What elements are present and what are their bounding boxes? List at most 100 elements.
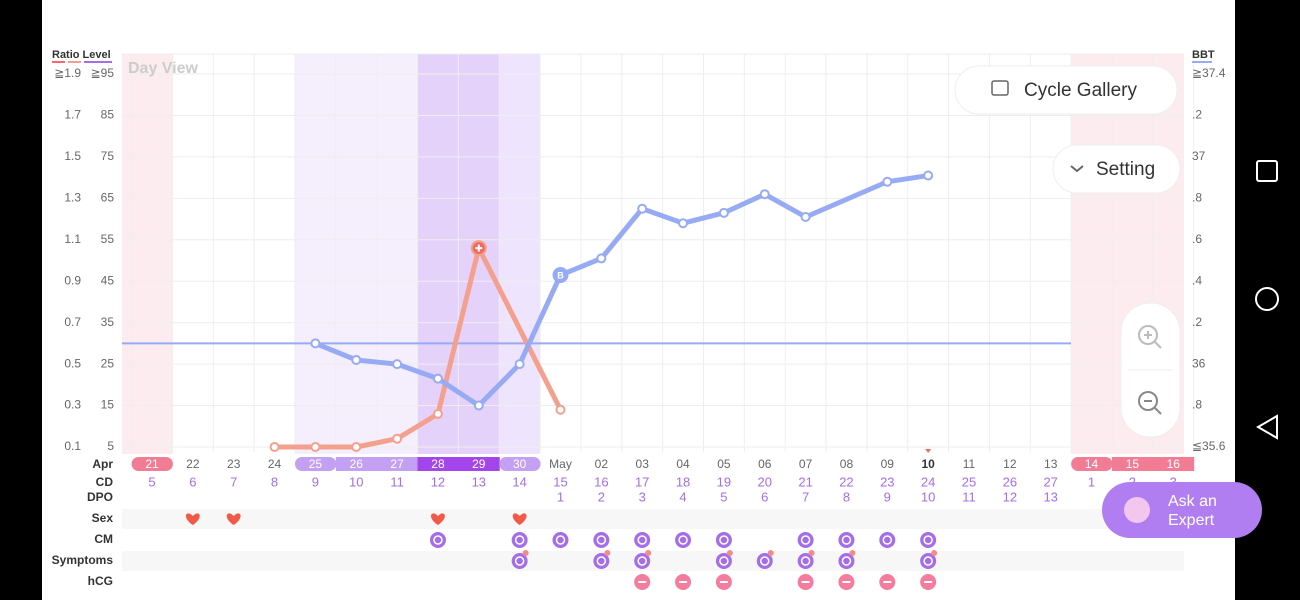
- zoom-in[interactable]: [1138, 325, 1162, 349]
- cm-icon: [920, 532, 937, 548]
- symptom-icon: [838, 553, 855, 569]
- chat-icon: [1124, 497, 1150, 523]
- date-label: 16: [1167, 457, 1181, 471]
- row-value: 2: [598, 489, 605, 504]
- symptom-dot: [604, 550, 611, 556]
- home-button[interactable]: [1255, 287, 1279, 311]
- cm-icon: [634, 532, 651, 548]
- symptom-icon: [920, 553, 937, 569]
- gallery-icon: [991, 80, 1009, 96]
- ratio-tick-label: ≧1.9: [54, 66, 81, 80]
- row-value: 21: [798, 474, 812, 489]
- zoom-out[interactable]: [1138, 391, 1162, 415]
- date-label: 26: [350, 457, 364, 471]
- y2-tick-label: .6: [1192, 232, 1202, 246]
- date-label: 27: [390, 457, 404, 471]
- heart-icon: [512, 513, 527, 525]
- y2-tick-label: .4: [1192, 273, 1202, 287]
- month-label: Apr: [92, 457, 113, 471]
- series-point: [923, 170, 934, 181]
- recents-button[interactable]: [1256, 160, 1278, 182]
- symptom-dot: [645, 550, 652, 556]
- symptom-icon: [756, 553, 773, 569]
- record-label: CM: [94, 532, 113, 546]
- symptom-icon: [797, 553, 814, 569]
- date-pill: [1071, 457, 1113, 471]
- cm-icon: [675, 532, 692, 548]
- y2-tick-label: ≧37.4: [1192, 66, 1226, 80]
- symptom-dot: [767, 550, 774, 556]
- row-value: 13: [472, 474, 486, 489]
- cycle-gallery-button[interactable]: Cycle Gallery: [954, 65, 1178, 115]
- bbt-marker: B: [557, 270, 564, 280]
- today-marker: [925, 449, 932, 453]
- series-point: [392, 433, 403, 444]
- icon-detail: [637, 556, 647, 566]
- button-bg: [1102, 482, 1262, 538]
- row-value: 19: [717, 474, 731, 489]
- icon: [1138, 391, 1158, 411]
- ratio-tick-label: 1.5: [64, 149, 81, 163]
- cm-icon: [429, 532, 446, 548]
- legend-level: [84, 61, 112, 63]
- icon-detail: [596, 535, 607, 545]
- cm-icon: [838, 532, 855, 548]
- button-label: Setting: [1096, 159, 1155, 180]
- date-pill: [458, 457, 500, 471]
- row-stripe: [122, 509, 1184, 529]
- row-label: DPO: [87, 490, 113, 504]
- series-point: [432, 373, 443, 384]
- legend-ratio: [52, 61, 65, 63]
- ratio-tick-label: 0.7: [64, 315, 81, 329]
- y-tick-label: ≧95: [91, 66, 115, 80]
- date-pill: [1152, 457, 1195, 471]
- row-value: 14: [512, 474, 526, 489]
- series-point: [678, 218, 689, 229]
- y-tick-label: 65: [101, 191, 115, 205]
- ratio-tick-label: 1.3: [64, 191, 81, 205]
- date-label: 13: [1044, 457, 1058, 471]
- row-stripe: [122, 551, 1184, 571]
- ratio-tick-label: 1.1: [64, 232, 81, 246]
- date-label: 10: [921, 457, 935, 471]
- icon-detail: [882, 535, 893, 545]
- row-value: 6: [761, 489, 768, 504]
- date-label: 29: [472, 457, 486, 471]
- legend-bbt: [1192, 61, 1212, 63]
- record-label: Symptoms: [52, 553, 114, 567]
- date-label: 02: [595, 457, 609, 471]
- row-value: 12: [1003, 489, 1017, 504]
- ratio-tick-label: 0.3: [64, 398, 81, 412]
- symptom-dot: [931, 550, 938, 556]
- fertile-band: [294, 54, 418, 454]
- button-bg: [1052, 144, 1181, 194]
- row-label: CD: [96, 475, 114, 489]
- right-axis-title: BBT: [1192, 49, 1215, 61]
- series-point: [514, 359, 525, 370]
- date-label: 11: [963, 457, 976, 471]
- row-value: 3: [1170, 474, 1177, 489]
- y2-tick-label: .8: [1192, 398, 1202, 412]
- row-value: 26: [1003, 474, 1017, 489]
- back-button[interactable]: [1256, 414, 1278, 440]
- cm-icon: [715, 532, 732, 548]
- icon: [1138, 325, 1158, 345]
- ask-expert-button[interactable]: Ask an Expert: [1102, 482, 1262, 538]
- icon-detail: [719, 556, 729, 566]
- row-value: 11: [390, 474, 404, 489]
- icon-detail: [514, 535, 525, 545]
- button-label: Ask an: [1168, 493, 1217, 510]
- date-pill: [499, 457, 541, 471]
- icon: [1154, 407, 1162, 415]
- setting-button[interactable]: Setting: [1052, 144, 1181, 194]
- date-pill: [335, 457, 378, 471]
- date-label: 06: [758, 457, 772, 471]
- y-tick-label: 45: [101, 273, 115, 287]
- icon-detail: [760, 556, 770, 566]
- symptom-dot: [522, 550, 529, 556]
- heart-icon: [185, 513, 200, 525]
- date-pill: [376, 457, 419, 471]
- date-label: 22: [186, 457, 200, 471]
- row-value: 5: [148, 474, 155, 489]
- symptom-dot: [808, 550, 815, 556]
